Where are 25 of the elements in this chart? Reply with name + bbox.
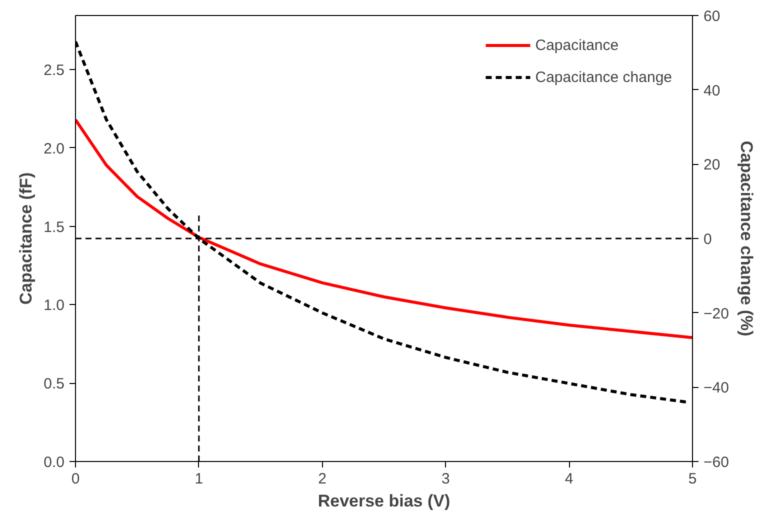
x-tick-label: 3 bbox=[442, 470, 450, 488]
y-tick-label: 1.0 bbox=[44, 297, 65, 314]
x-tick-label: 5 bbox=[688, 470, 697, 488]
y2-axis-title: Capacitance change (%) bbox=[736, 140, 756, 336]
y2-tick-label: 40 bbox=[704, 82, 720, 100]
y2-tick-label: 60 bbox=[704, 8, 720, 25]
y-axis-title: Capacitance (fF) bbox=[16, 172, 36, 305]
legend-label: Capacitance change bbox=[535, 68, 672, 86]
y-tick-label: 2.5 bbox=[44, 62, 65, 80]
y2-tick-label: −60 bbox=[704, 454, 729, 471]
y-tick-label: 0.0 bbox=[44, 454, 65, 471]
x-tick-label: 0 bbox=[71, 470, 80, 488]
legend-label: Capacitance bbox=[535, 36, 619, 54]
x-axis-title: Reverse bias (V) bbox=[318, 492, 450, 510]
x-tick-label: 4 bbox=[564, 470, 574, 488]
y-tick-label: 0.5 bbox=[44, 376, 65, 393]
y2-tick-label: 0 bbox=[704, 231, 712, 248]
y-tick-label: 1.5 bbox=[44, 218, 65, 236]
line-series bbox=[76, 118, 692, 340]
y2-tick-label: −20 bbox=[704, 305, 729, 322]
y2-tick-label: 20 bbox=[704, 156, 720, 174]
x-tick-label: 1 bbox=[194, 470, 204, 488]
x-tick-label: 2 bbox=[318, 470, 326, 488]
y-tick-label: 2.0 bbox=[44, 140, 65, 158]
y2-tick-label: −40 bbox=[704, 380, 729, 397]
